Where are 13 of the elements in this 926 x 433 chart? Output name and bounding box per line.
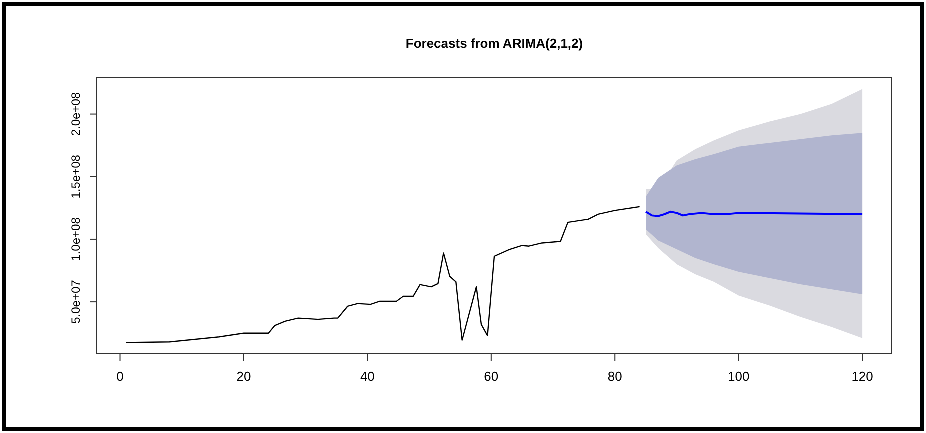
y-tick-label: 1.0e+08 — [69, 217, 83, 262]
x-tick-label: 60 — [484, 369, 499, 384]
chart-title: Forecasts from ARIMA(2,1,2) — [406, 36, 584, 51]
x-tick-label: 120 — [852, 369, 874, 384]
x-tick-label: 100 — [728, 369, 750, 384]
y-tick-label: 1.5e+08 — [69, 154, 83, 199]
x-tick-label: 40 — [360, 369, 375, 384]
x-tick-label: 0 — [116, 369, 124, 384]
x-tick-label: 20 — [236, 369, 252, 384]
line-series — [126, 206, 640, 344]
y-tick-label: 5.0e+07 — [69, 280, 83, 324]
y-tick-label: 2.0e+08 — [69, 92, 83, 136]
x-tick-label: 80 — [608, 369, 622, 384]
